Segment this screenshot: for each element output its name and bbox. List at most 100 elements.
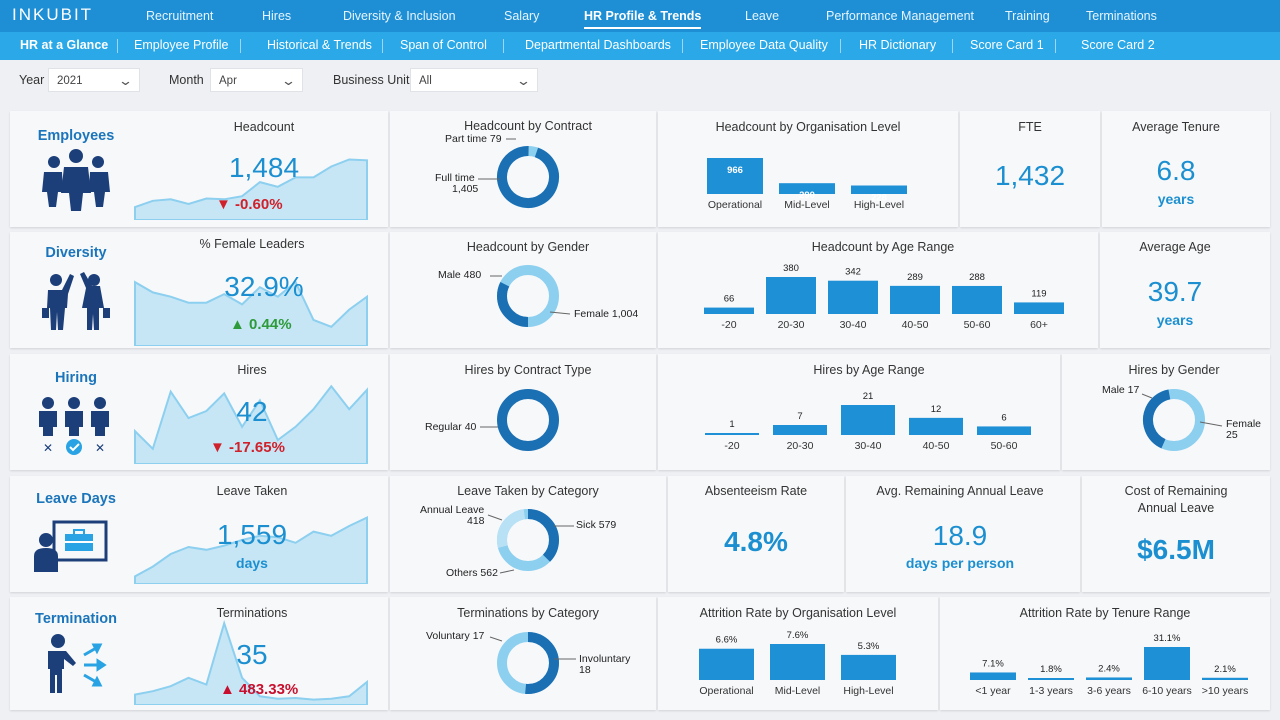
year-dropdown-value: 2021 [57,75,83,87]
panel-title: Headcount by Age Range [811,240,955,254]
nav-salary[interactable]: Salary [504,9,540,23]
bar-value-label: 7.1% [982,658,1004,669]
sparkline-area [134,280,368,346]
bar-50-60 [952,285,1002,314]
nav-leave[interactable]: Leave [745,9,780,23]
subnav-hr-dictionary[interactable]: HR Dictionary [859,38,937,52]
year-dropdown[interactable]: 2021 ⌄ [48,68,140,92]
headcount-by-age-range-panel: Headcount by Age Range 66 -20 380 20-30 342 3… [658,232,1098,348]
svg-text:✕: ✕ [95,441,105,455]
bar-20-30 [766,277,816,314]
panel-title: Average Age [1139,240,1211,254]
category-title: Employees [37,128,115,144]
subnav-employee-profile[interactable]: Employee Profile [134,38,229,52]
headcount-by-org-level-panel: Headcount by Organisation Level 966 Opera… [658,111,958,227]
bar-High-Level [851,185,907,194]
bar-20-30 [773,425,827,435]
remaining-leave-unit: days per person [905,555,1015,571]
subnav-departmental-dashboards[interactable]: Departmental Dashboards [525,38,671,52]
panel-title: Hires by Age Range [813,363,925,377]
bar-category-label: >10 years [1202,685,1248,697]
kpi-delta-value: -0.60% [235,196,283,213]
panel-title: Hires by Gender [1128,363,1220,377]
attrition-by-tenure-chart: 7.1% <1 year 1.8% 1-3 years 2.4% 3-6 years 31.… [970,633,1248,697]
donut-value-annual-leave: 418 [467,515,485,527]
bar-category-label: 30-40 [855,440,882,452]
bar-value-label: 6.6% [716,635,738,646]
terminations-by-category-donut [489,632,576,694]
absenteeism-rate-panel: Absenteeism Rate 4.8% [668,476,844,592]
bar-value-label: 1.8% [1040,664,1062,675]
panel-title: Hires by Contract Type [464,363,592,377]
attrition-by-tenure-panel: Attrition Rate by Tenure Range 7.1% <1 ye… [940,597,1270,710]
subnav-hr-at-a-glance[interactable]: HR at a Glance [20,38,109,52]
chevron-down-icon: ⌄ [515,73,532,88]
terminations-by-category-panel: Terminations by Category Voluntary 17 In… [390,597,656,710]
panel-title: Absenteeism Rate [704,484,808,498]
donut-label-sick: Sick 579 [576,519,617,531]
month-dropdown[interactable]: Apr ⌄ [210,68,303,92]
subnav-span-of-control[interactable]: Span of Control [400,38,487,52]
subnav-score-card-1[interactable]: Score Card 1 [970,38,1044,52]
kpi-delta: ▼ -17.65% [210,439,285,456]
nav-diversity-inclusion[interactable]: Diversity & Inclusion [343,9,456,23]
business-unit-dropdown[interactable]: All ⌄ [410,68,538,92]
termination-kpi-panel: Termination Terminations 35 ▲ 483.33% [10,597,388,710]
divider [1055,39,1056,53]
kpi-title: Headcount [233,120,295,134]
triangle-down-icon: ▼ [216,196,231,213]
donut-segment-full-time [497,146,559,208]
bar-60+ [1014,302,1064,314]
kpi-delta-value: 483.33% [239,681,299,698]
bar-category-label: 3-6 years [1087,685,1131,697]
bar-category-label: 40-50 [902,319,929,331]
nav-hr-profile-trends[interactable]: HR Profile & Trends [584,9,702,29]
average-tenure-panel: Average Tenure 6.8 years [1102,111,1270,227]
subnav-score-card-2[interactable]: Score Card 2 [1081,38,1155,52]
category-title: Leave Days [36,491,116,507]
sparkline-area [134,384,368,464]
month-dropdown-value: Apr [219,75,237,87]
headcount-by-contract-panel: Headcount by Contract Part time 79 Full … [390,111,656,227]
bar-value-label: 289 [907,272,923,283]
panel-title: Attrition Rate by Organisation Level [699,606,897,620]
kpi-title: Leave Taken [216,484,288,498]
top-navigation: INKUBIT Recruitment Hires Diversity & In… [0,0,1280,32]
nav-performance-management[interactable]: Performance Management [826,9,974,23]
diversity-kpi-panel: Diversity % Female Leaders 32.9% ▲ 0.44% [10,232,388,348]
donut-segment-male [1143,389,1205,451]
panel-title: Average Tenure [1132,120,1220,134]
bar-30-40 [841,405,895,435]
kpi-value: 35 [236,639,268,670]
tenure-unit: years [1157,191,1195,207]
employees-kpi-panel: Employees Headcount 1,484 ▼ -0.60% [10,111,388,227]
nav-recruitment[interactable]: Recruitment [146,9,214,23]
nav-terminations[interactable]: Terminations [1086,9,1157,23]
leave-kpi-panel: Leave Days Leave Taken 1,559 days [10,476,388,592]
hires-by-age-range-panel: Hires by Age Range 1 -20 7 20-30 21 30-40 12 40… [658,354,1060,470]
bar->10 years [1202,677,1248,680]
leave-by-category-donut [487,509,574,574]
divider [117,39,118,53]
bar-category-label: High-Level [854,199,904,211]
bar-value-label: 966 [727,165,743,176]
divider [503,39,504,53]
bar-category-label: <1 year [975,685,1011,697]
subnav-employee-data-quality[interactable]: Employee Data Quality [700,38,828,52]
kpi-delta: ▲ 0.44% [230,316,292,333]
headcount-trend-sparkline [134,158,368,220]
subnav-historical-trends[interactable]: Historical & Trends [267,38,372,52]
bar--20 [705,433,759,435]
triangle-up-icon: ▲ [220,681,235,698]
bar-value-label: 2.4% [1098,663,1120,674]
bar-category-label: Mid-Level [775,685,821,697]
bar-category-label: Operational [708,199,762,211]
nav-hires[interactable]: Hires [262,9,292,23]
headcount-by-age-range-chart: 66 -20 380 20-30 342 30-40 289 40-50 288 50-60 119… [704,263,1064,331]
category-title: Termination [35,611,117,627]
nav-training[interactable]: Training [1005,9,1050,23]
tenure-value: 6.8 [1156,155,1196,186]
kpi-title: Terminations [216,606,288,620]
business-unit-filter-label: Business Unit [333,73,410,87]
panel-title: Headcount by Gender [466,240,590,254]
